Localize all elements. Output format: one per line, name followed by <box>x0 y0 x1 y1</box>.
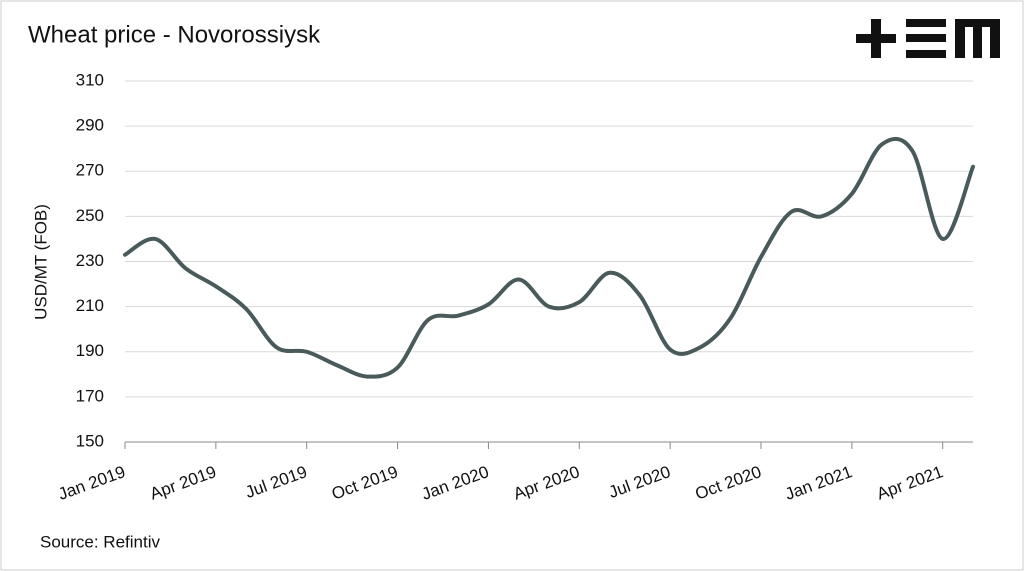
y-tick-label: 290 <box>76 116 104 135</box>
y-tick-label: 310 <box>76 70 104 89</box>
y-axis-label: USD/MT (FOB) <box>31 204 50 320</box>
y-tick-label: 230 <box>76 251 104 270</box>
y-tick-label: 150 <box>76 431 104 450</box>
chart-title: Wheat price - Novorossiysk <box>28 21 321 48</box>
price-line <box>123 136 975 379</box>
y-tick-label: 210 <box>76 296 104 315</box>
y-tick-label: 270 <box>76 161 104 180</box>
logo <box>856 19 1000 58</box>
y-tick-label: 250 <box>76 206 104 225</box>
y-tick-label: 170 <box>76 386 104 405</box>
source-note: Source: Refintiv <box>40 532 160 551</box>
y-tick-label: 190 <box>76 341 104 360</box>
